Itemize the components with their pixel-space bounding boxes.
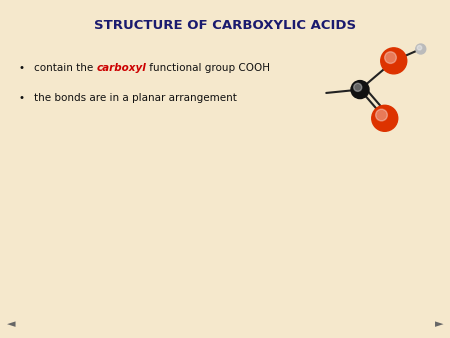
Ellipse shape (417, 46, 422, 50)
Ellipse shape (416, 44, 426, 54)
Ellipse shape (351, 80, 369, 99)
Text: •: • (18, 93, 24, 103)
Text: STRUCTURE OF CARBOXYLIC ACIDS: STRUCTURE OF CARBOXYLIC ACIDS (94, 19, 356, 31)
Text: the bonds are in a planar arrangement: the bonds are in a planar arrangement (34, 93, 237, 103)
Text: carboxyl: carboxyl (96, 63, 146, 73)
Ellipse shape (381, 48, 407, 74)
Text: •: • (18, 63, 24, 73)
Text: ◄: ◄ (7, 319, 15, 330)
Ellipse shape (354, 83, 362, 91)
Text: functional group COOH: functional group COOH (146, 63, 270, 73)
Text: contain the: contain the (34, 63, 96, 73)
Ellipse shape (372, 105, 398, 131)
Text: ►: ► (435, 319, 443, 330)
Ellipse shape (376, 109, 387, 121)
Ellipse shape (385, 52, 396, 64)
